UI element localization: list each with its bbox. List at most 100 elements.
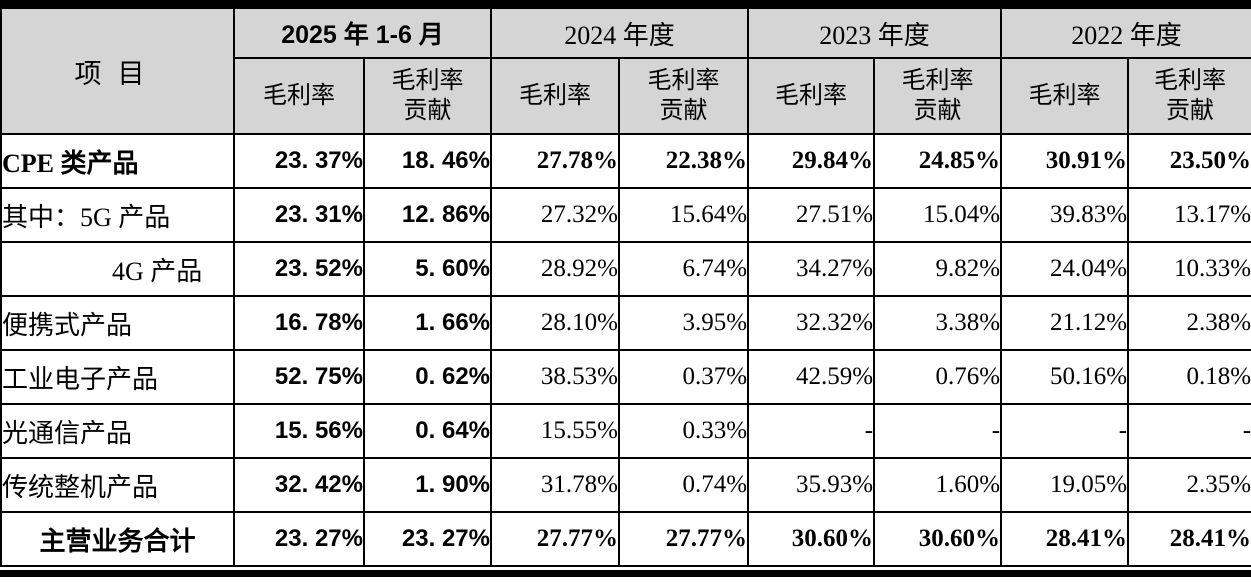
value-cell: 30.60% bbox=[873, 511, 1003, 567]
period-header-2023: 2023 年度 bbox=[747, 7, 1003, 59]
value-cell: 0.33% bbox=[617, 403, 750, 459]
row-label: 光通信产品 bbox=[0, 403, 235, 459]
value-cell: 10.33% bbox=[1127, 241, 1251, 297]
row-label: CPE 类产品 bbox=[0, 133, 235, 189]
subheader-margin-contribution-2023: 毛利率 贡献 bbox=[873, 57, 1003, 135]
value-cell: 23.50% bbox=[1127, 133, 1251, 189]
value-cell: 52. 75% bbox=[233, 349, 365, 405]
value-cell: 50.16% bbox=[1000, 349, 1130, 405]
row-label: 4G 产品 bbox=[0, 241, 235, 297]
value-cell: 19.05% bbox=[1000, 457, 1130, 513]
period-header-2024: 2024 年度 bbox=[489, 7, 750, 59]
table-header: 项目 2025 年 1-6 月 2024 年度 2023 年度 2022 年度 … bbox=[0, 7, 1251, 135]
row-label: 传统整机产品 bbox=[0, 457, 235, 513]
value-cell: 27.51% bbox=[747, 187, 876, 243]
row-label: 便携式产品 bbox=[0, 295, 235, 351]
value-cell: 9.82% bbox=[873, 241, 1003, 297]
value-cell: 0.76% bbox=[873, 349, 1003, 405]
value-cell: 34.27% bbox=[747, 241, 876, 297]
value-cell: 23. 27% bbox=[233, 511, 365, 567]
value-cell: 3.95% bbox=[617, 295, 750, 351]
table-row: 工业电子产品 52. 75% 0. 62% 38.53% 0.37% 42.59% 0.7… bbox=[0, 349, 1251, 405]
value-cell: 2.35% bbox=[1127, 457, 1251, 513]
value-cell: 29.84% bbox=[747, 133, 876, 189]
value-cell: 0.74% bbox=[617, 457, 750, 513]
value-cell: 16. 78% bbox=[233, 295, 365, 351]
subheader-margin-contribution-2024: 毛利率 贡献 bbox=[617, 57, 750, 135]
value-cell: 0. 62% bbox=[363, 349, 492, 405]
value-cell: 38.53% bbox=[490, 349, 620, 405]
value-cell: 0.18% bbox=[1127, 349, 1251, 405]
value-cell: 27.78% bbox=[490, 133, 620, 189]
value-cell: 23. 31% bbox=[233, 187, 365, 243]
value-cell: 30.91% bbox=[1000, 133, 1130, 189]
value-cell: 30.60% bbox=[747, 511, 876, 567]
table-row: 其中：5G 产品 23. 31% 12. 86% 27.32% 15.64% 27.51… bbox=[0, 187, 1251, 243]
value-cell: 0.37% bbox=[617, 349, 750, 405]
table-body: CPE 类产品 23. 37% 18. 46% 27.78% 22.38% 29.84%… bbox=[0, 133, 1251, 567]
value-cell: 23. 37% bbox=[233, 133, 365, 189]
table-row: 4G 产品 23. 52% 5. 60% 28.92% 6.74% 34.27% 9.82… bbox=[0, 241, 1251, 297]
value-cell: 23. 27% bbox=[363, 511, 492, 567]
value-cell: 28.92% bbox=[490, 241, 620, 297]
value-cell: 28.41% bbox=[1127, 511, 1251, 567]
value-cell: 28.10% bbox=[490, 295, 620, 351]
value-cell: 15.55% bbox=[490, 403, 620, 459]
value-cell: 35.93% bbox=[747, 457, 876, 513]
value-cell: 32. 42% bbox=[233, 457, 365, 513]
subheader-margin-contribution-2025: 毛利率 贡献 bbox=[363, 57, 492, 135]
value-cell: 5. 60% bbox=[363, 241, 492, 297]
value-cell: 1. 66% bbox=[363, 295, 492, 351]
table-row: CPE 类产品 23. 37% 18. 46% 27.78% 22.38% 29.84%… bbox=[0, 133, 1251, 189]
value-cell: 24.85% bbox=[873, 133, 1003, 189]
value-cell: 32.32% bbox=[747, 295, 876, 351]
table-row: 传统整机产品 32. 42% 1. 90% 31.78% 0.74% 35.93% 1.6… bbox=[0, 457, 1251, 513]
value-cell: 27.32% bbox=[490, 187, 620, 243]
value-cell: 42.59% bbox=[747, 349, 876, 405]
value-cell: 18. 46% bbox=[363, 133, 492, 189]
header-row-metrics: 毛利率 毛利率 贡献 毛利率 毛利率 贡献 毛利率 毛利率 贡献 毛利率 毛利率… bbox=[1, 57, 1251, 135]
value-cell: 2.38% bbox=[1127, 295, 1251, 351]
table-row: 光通信产品 15. 56% 0. 64% 15.55% 0.33% - - - - bbox=[0, 403, 1251, 459]
value-cell: 27.77% bbox=[617, 511, 750, 567]
period-header-2025h1: 2025 年 1-6 月 bbox=[233, 7, 492, 59]
value-cell: 24.04% bbox=[1000, 241, 1130, 297]
value-cell: 27.77% bbox=[490, 511, 620, 567]
corner-header-item: 项目 bbox=[0, 7, 235, 135]
table-row: 主营业务合计 23. 27% 23. 27% 27.77% 27.77% 30.60% 3… bbox=[0, 511, 1251, 567]
period-header-2022: 2022 年度 bbox=[1000, 7, 1251, 59]
value-cell: 15.04% bbox=[873, 187, 1003, 243]
value-cell: - bbox=[1000, 403, 1130, 459]
gross-margin-table: 项目 2025 年 1-6 月 2024 年度 2023 年度 2022 年度 … bbox=[0, 7, 1251, 567]
header-row-periods: 项目 2025 年 1-6 月 2024 年度 2023 年度 2022 年度 bbox=[0, 7, 1251, 135]
row-label: 主营业务合计 bbox=[0, 511, 235, 567]
value-cell: 39.83% bbox=[1000, 187, 1130, 243]
row-label: 其中：5G 产品 bbox=[0, 187, 235, 243]
value-cell: - bbox=[1127, 403, 1251, 459]
value-cell: 31.78% bbox=[490, 457, 620, 513]
value-cell: 15.64% bbox=[617, 187, 750, 243]
value-cell: 0. 64% bbox=[363, 403, 492, 459]
value-cell: 6.74% bbox=[617, 241, 750, 297]
subheader-gross-margin-2023: 毛利率 bbox=[747, 57, 876, 135]
value-cell: - bbox=[873, 403, 1003, 459]
value-cell: 22.38% bbox=[617, 133, 750, 189]
row-label: 工业电子产品 bbox=[0, 349, 235, 405]
subheader-gross-margin-2022: 毛利率 bbox=[1000, 57, 1130, 135]
subheader-margin-contribution-2022: 毛利率 贡献 bbox=[1127, 57, 1251, 135]
value-cell: 1. 90% bbox=[363, 457, 492, 513]
value-cell: - bbox=[747, 403, 876, 459]
subheader-gross-margin-2024: 毛利率 bbox=[490, 57, 620, 135]
value-cell: 13.17% bbox=[1127, 187, 1251, 243]
value-cell: 28.41% bbox=[1000, 511, 1130, 567]
table-row: 便携式产品 16. 78% 1. 66% 28.10% 3.95% 32.32% 3.38… bbox=[0, 295, 1251, 351]
value-cell: 21.12% bbox=[1000, 295, 1130, 351]
value-cell: 12. 86% bbox=[363, 187, 492, 243]
value-cell: 23. 52% bbox=[233, 241, 365, 297]
value-cell: 1.60% bbox=[873, 457, 1003, 513]
subheader-gross-margin-2025: 毛利率 bbox=[233, 57, 365, 135]
value-cell: 15. 56% bbox=[233, 403, 365, 459]
value-cell: 3.38% bbox=[873, 295, 1003, 351]
